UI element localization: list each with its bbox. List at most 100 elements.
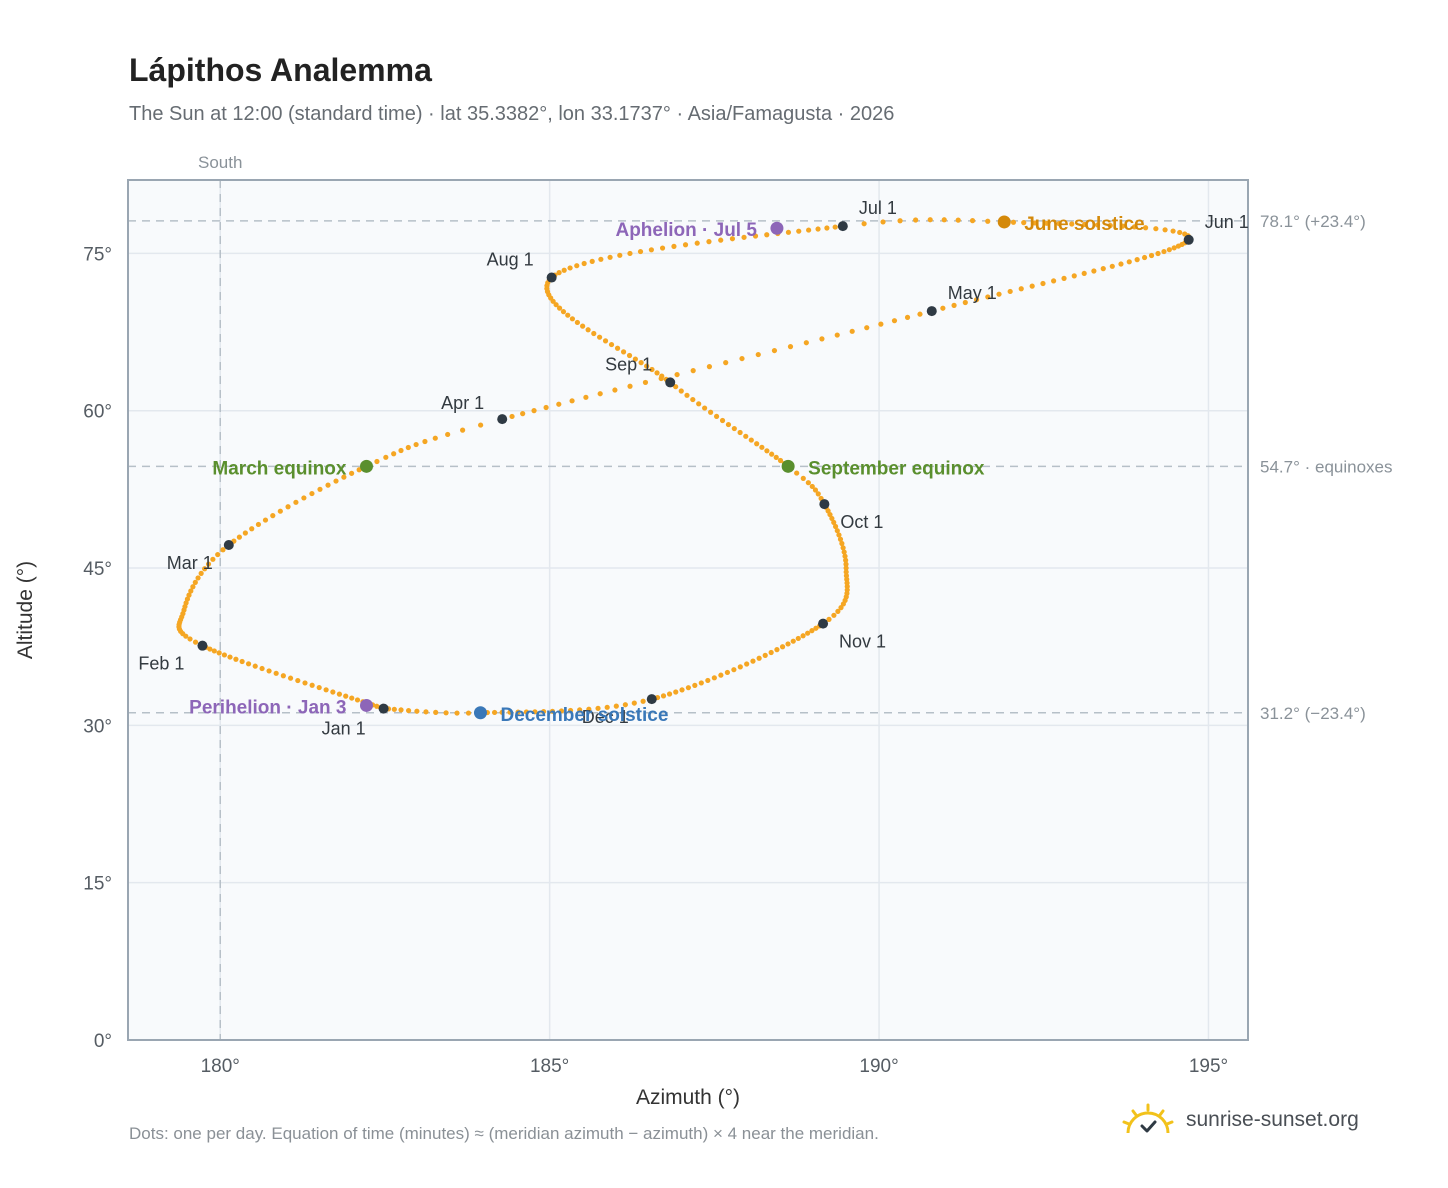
event-label: Perihelion · Jan 3	[189, 697, 346, 718]
daily-sun-dot	[813, 625, 819, 631]
daily-sun-dot	[694, 240, 700, 246]
daily-sun-dot	[266, 668, 272, 674]
daily-sun-dot	[705, 677, 711, 684]
daily-sun-dot	[927, 217, 933, 223]
daily-sun-dot	[202, 566, 208, 572]
daily-sun-dot	[1162, 227, 1168, 233]
daily-sun-dot	[685, 685, 691, 691]
daily-sun-dot	[951, 302, 957, 308]
daily-sun-dot	[832, 224, 838, 230]
daily-sun-dot	[205, 561, 212, 567]
daily-sun-dot	[309, 682, 315, 688]
daily-sun-dot	[1091, 268, 1097, 274]
daily-sun-dot	[422, 438, 428, 445]
daily-sun-dot	[198, 570, 204, 576]
month-marker	[497, 414, 508, 425]
month-label: Jan 1	[322, 719, 366, 739]
daily-sun-dot	[785, 229, 792, 235]
daily-sun-dot	[632, 356, 638, 362]
daily-sun-dot	[1107, 222, 1113, 229]
daily-sun-dot	[839, 540, 845, 547]
daily-sun-dot	[744, 661, 750, 667]
daily-sun-dot	[585, 327, 591, 333]
daily-sun-dot	[843, 565, 849, 571]
daily-sun-dot	[750, 658, 756, 664]
daily-sun-dot	[1142, 225, 1149, 231]
daily-sun-dot	[1007, 288, 1013, 295]
daily-sun-dot	[1166, 247, 1172, 253]
daily-sun-dot	[711, 675, 717, 681]
daily-sun-dot	[644, 363, 650, 369]
daily-sun-dot	[391, 706, 397, 712]
daily-sun-dot	[460, 427, 466, 433]
daily-sun-dot	[1170, 228, 1176, 234]
daily-sun-dot	[1131, 224, 1138, 230]
daily-sun-dot	[255, 521, 262, 528]
brand[interactable]: sunrise-sunset.org	[1122, 1103, 1359, 1137]
daily-sun-dot	[499, 709, 505, 715]
y-tick-label: 15°	[83, 874, 112, 895]
daily-sun-dot	[679, 687, 685, 693]
month-label: Aug 1	[487, 250, 534, 270]
daily-sun-dot	[597, 334, 603, 340]
daily-sun-dot	[561, 267, 567, 273]
daily-sun-dot	[737, 429, 743, 436]
daily-sun-dot	[293, 499, 299, 505]
daily-sun-dot	[1029, 283, 1035, 289]
y-tick-label: 45°	[83, 559, 112, 580]
daily-sun-dot	[754, 441, 760, 447]
month-label: Sep 1	[605, 354, 652, 374]
month-marker	[546, 272, 557, 283]
daily-sun-dot	[706, 239, 712, 245]
daily-sun-dot	[637, 248, 644, 255]
x-axis-label: Azimuth (°)	[636, 1086, 740, 1109]
daily-sun-dot	[698, 680, 704, 686]
daily-sun-dot	[769, 451, 775, 457]
daily-sun-dot	[837, 536, 844, 542]
daily-sun-dot	[713, 413, 720, 420]
daily-sun-dot	[774, 647, 780, 653]
daily-sun-dot	[445, 431, 451, 438]
daily-sun-dot	[834, 528, 840, 534]
daily-sun-dot	[737, 664, 743, 670]
x-tick-label: 190°	[859, 1056, 898, 1077]
daily-sun-dot	[211, 648, 217, 654]
daily-sun-dot	[805, 630, 811, 636]
daily-sun-dot	[696, 401, 702, 407]
daily-sun-dot	[690, 368, 696, 374]
daily-sun-dot	[577, 707, 583, 713]
daily-sun-dot	[891, 318, 898, 324]
daily-sun-dot	[343, 693, 349, 699]
daily-sun-dot	[187, 636, 193, 642]
daily-sun-dot	[917, 311, 923, 317]
daily-sun-dot	[627, 250, 633, 257]
daily-sun-dot	[520, 411, 526, 417]
plot-area	[128, 180, 1248, 1040]
brand-name[interactable]: sunrise-sunset.org	[1186, 1108, 1359, 1131]
daily-sun-dot	[800, 475, 806, 481]
month-marker	[665, 377, 676, 388]
x-tick-label: 195°	[1189, 1056, 1228, 1077]
daily-sun-dot	[731, 425, 737, 432]
daily-sun-dot	[273, 670, 279, 676]
month-label: Oct 1	[840, 512, 883, 532]
daily-sun-dot	[413, 441, 419, 448]
daily-sun-dot	[861, 221, 867, 227]
daily-sun-dot	[626, 352, 633, 359]
event-marker	[770, 221, 784, 235]
daily-sun-dot	[565, 312, 571, 318]
daily-sun-dot	[654, 370, 660, 376]
daily-sun-dot	[556, 401, 562, 407]
month-label: May 1	[948, 283, 997, 303]
month-label: Feb 1	[138, 654, 184, 674]
daily-sun-dot	[815, 491, 821, 497]
daily-sun-dot	[543, 404, 549, 411]
daily-sun-dot	[642, 379, 649, 386]
daily-sun-dot	[391, 451, 397, 457]
daily-sun-dot	[794, 470, 800, 476]
daily-sun-dot	[673, 384, 679, 390]
plot-frame	[127, 179, 1249, 1041]
daily-sun-dot	[207, 646, 213, 652]
daily-sun-dot	[602, 338, 609, 344]
daily-sun-dot	[708, 409, 714, 415]
